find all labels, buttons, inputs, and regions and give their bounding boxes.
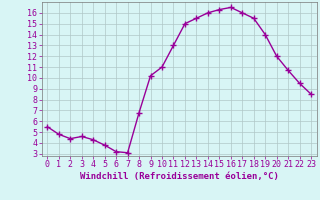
X-axis label: Windchill (Refroidissement éolien,°C): Windchill (Refroidissement éolien,°C)	[80, 172, 279, 181]
